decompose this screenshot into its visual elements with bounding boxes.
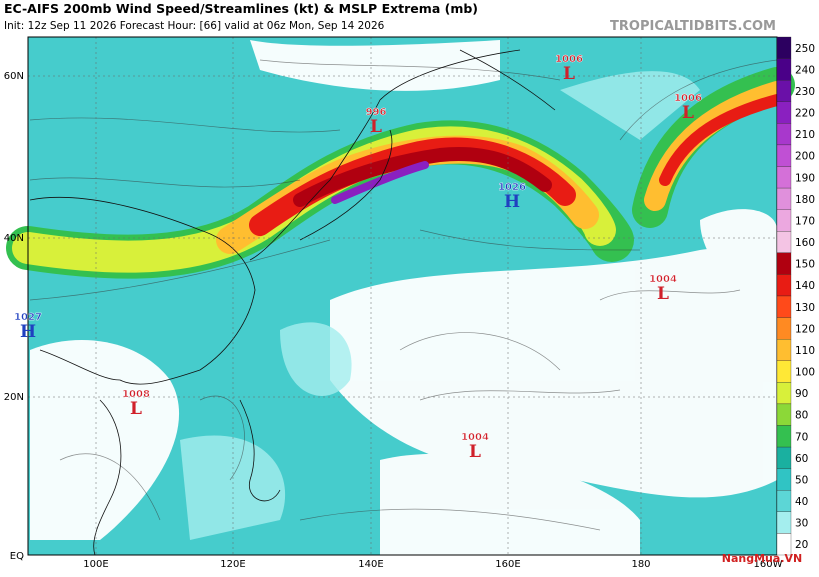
colorbar-swatch	[776, 295, 792, 318]
colorbar-swatch	[776, 231, 792, 253]
colorbar-label: 120	[795, 323, 815, 335]
colorbar-swatch	[776, 80, 792, 102]
subtitle: Init: 12z Sep 11 2026 Forecast Hour: [66…	[4, 20, 385, 32]
colorbar-label: 180	[795, 194, 815, 206]
colorbar-label: 150	[795, 259, 815, 271]
colorbar-label: 60	[795, 453, 808, 465]
pressure-symbol: L	[130, 399, 142, 419]
colorbar-swatch	[776, 511, 792, 534]
title: EC-AIFS 200mb Wind Speed/Streamlines (kt…	[4, 1, 478, 16]
colorbar-swatch	[776, 468, 792, 491]
colorbar-label: 70	[795, 431, 808, 443]
colorbar-label: 250	[795, 43, 815, 55]
jet-stream	[6, 67, 795, 279]
colorbar-label: 20	[795, 539, 808, 551]
colorbar-swatch	[776, 382, 792, 405]
lat-label: 40N	[4, 233, 24, 244]
colorbar-swatch	[776, 274, 792, 297]
colorbar-label: 210	[795, 129, 815, 141]
pressure-value: 996	[366, 107, 387, 118]
colorbar-label: 50	[795, 474, 808, 486]
map-area	[6, 36, 795, 556]
colorbar-swatch	[776, 209, 792, 232]
colorbar-label: 30	[795, 518, 808, 530]
pressure-symbol: L	[469, 442, 481, 462]
colorbar-swatch	[776, 446, 792, 469]
colorbar-swatch	[776, 58, 792, 81]
colorbar: 250 240 230 220 210 200 190 180 170 160 150 140 130 1…	[776, 36, 815, 556]
site-name: TROPICALTIDBITS.COM	[610, 19, 776, 34]
colorbar-label: 80	[795, 410, 808, 422]
lat-label: 60N	[4, 71, 24, 82]
lon-label: 160E	[495, 559, 520, 570]
colorbar-swatch	[776, 166, 792, 189]
colorbar-label: 200	[795, 151, 815, 163]
colorbar-swatch	[776, 339, 792, 361]
watermark: NangMua.VN	[722, 552, 802, 565]
colorbar-swatch	[776, 187, 792, 210]
pressure-value: 1006	[555, 54, 583, 65]
lon-label: 100E	[83, 559, 108, 570]
colorbar-label: 220	[795, 108, 815, 120]
lon-label: 180	[631, 559, 650, 570]
colorbar-swatch	[776, 425, 792, 448]
pressure-symbol: H	[20, 322, 36, 342]
pressure-symbol: L	[370, 117, 382, 137]
colorbar-label: 230	[795, 86, 815, 98]
pressure-symbol: L	[657, 284, 669, 304]
colorbar-swatch	[776, 533, 792, 556]
colorbar-swatch	[776, 36, 792, 59]
colorbar-label: 110	[795, 345, 815, 357]
colorbar-swatch	[776, 101, 792, 124]
calm-zones	[30, 40, 777, 555]
pressure-value: 1027	[14, 312, 42, 323]
lat-label: EQ	[10, 551, 24, 562]
colorbar-label: 130	[795, 302, 815, 314]
colorbar-swatch	[776, 252, 792, 275]
lon-label: 160W	[754, 559, 783, 570]
pressure-value: 1004	[649, 274, 677, 285]
colorbar-label: 100	[795, 367, 815, 379]
colorbar-swatch	[776, 403, 792, 426]
streamlines	[29, 59, 778, 531]
colorbar-label: 90	[795, 388, 808, 400]
pressure-value: 1026	[498, 182, 526, 193]
pressure-symbol: H	[504, 192, 520, 212]
pressure-value: 1006	[674, 93, 702, 104]
colorbar-label: 190	[795, 172, 815, 184]
lon-label: 120E	[220, 559, 245, 570]
pressure-value: 1008	[122, 389, 150, 400]
colorbar-label: 140	[795, 280, 815, 292]
coastlines	[29, 49, 556, 556]
colorbar-swatch	[776, 490, 792, 512]
axis-labels: 100E 120E 140E 160E 180 160W 60N 40N 20N EQ	[4, 71, 783, 570]
colorbar-label: 240	[795, 64, 815, 76]
graticule	[28, 37, 777, 555]
colorbar-label: 170	[795, 215, 815, 227]
pressure-value: 1004	[461, 432, 489, 443]
colorbar-swatch	[776, 123, 792, 146]
colorbar-swatch	[776, 360, 792, 383]
pressure-symbol: L	[563, 64, 575, 84]
light-zones	[180, 71, 700, 540]
lon-label: 140E	[358, 559, 383, 570]
colorbar-swatch	[776, 317, 792, 340]
colorbar-swatch	[776, 144, 792, 167]
colorbar-label: 40	[795, 496, 808, 508]
pressure-symbol: L	[682, 103, 694, 123]
colorbar-label: 160	[795, 237, 815, 249]
lat-label: 20N	[4, 392, 24, 403]
